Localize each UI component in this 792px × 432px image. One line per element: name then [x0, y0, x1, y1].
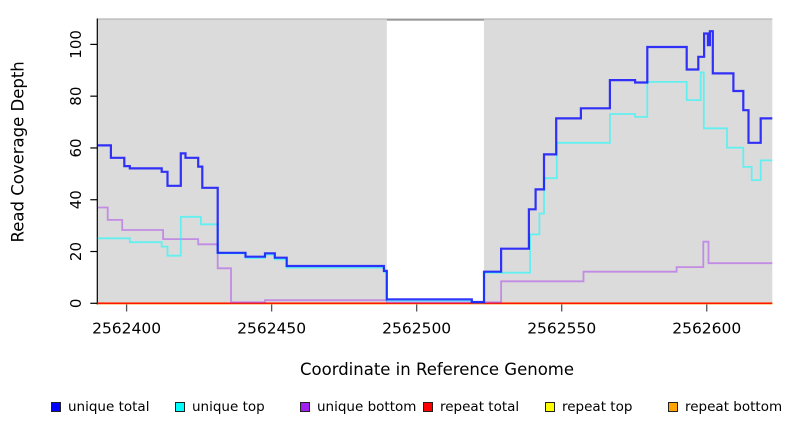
y-tick-label: 80	[67, 87, 85, 106]
unique-bottom-swatch-icon	[300, 402, 310, 412]
series-line-unique-top	[97, 71, 773, 304]
x-tick-label: 2562550	[527, 320, 596, 338]
legend-label: unique total	[68, 399, 150, 415]
y-tick-label: 0	[67, 299, 85, 309]
series-line-unique-bottom	[97, 206, 773, 304]
coverage-chart: 0 20 40 60 80 100 2562400 2562450 2562500 2562550…	[67, 18, 773, 338]
legend-item-unique-bottom: unique bottom	[300, 399, 416, 415]
x-tick-label: 2562400	[92, 320, 161, 338]
y-tick-label: 40	[67, 190, 85, 209]
legend-item-repeat-top: repeat top	[545, 399, 632, 415]
repeat-top-swatch-icon	[545, 402, 555, 412]
legend-item-repeat-bottom: repeat bottom	[668, 399, 782, 415]
legend-label: unique bottom	[317, 399, 417, 415]
y-tick-label: 20	[67, 242, 85, 261]
unique-total-swatch-icon	[51, 402, 61, 412]
x-tick-label: 2562450	[237, 320, 306, 338]
legend-item-unique-total: unique total	[51, 399, 149, 415]
repeat-bottom-swatch-icon	[668, 402, 678, 412]
x-axis-title: Coordinate in Reference Genome	[299, 360, 575, 379]
legend-label: repeat bottom	[685, 399, 783, 415]
legend: unique total unique top unique bottom re…	[0, 399, 792, 419]
legend-label: unique top	[192, 399, 265, 415]
series-line-unique-total	[97, 30, 773, 304]
y-tick-label: 60	[67, 138, 85, 157]
repeat-total-swatch-icon	[423, 402, 433, 412]
x-tick-label: 2562600	[672, 320, 741, 338]
highlight-band	[386, 19, 484, 305]
unique-top-swatch-icon	[175, 402, 185, 412]
y-tick-label: 100	[67, 30, 85, 59]
legend-label: repeat total	[440, 399, 520, 415]
legend-item-unique-top: unique top	[175, 399, 265, 415]
legend-item-repeat-total: repeat total	[423, 399, 519, 415]
y-axis-title: Read Coverage Depth	[8, 61, 28, 243]
legend-label: repeat top	[562, 399, 633, 415]
x-tick-label: 2562500	[382, 320, 451, 338]
